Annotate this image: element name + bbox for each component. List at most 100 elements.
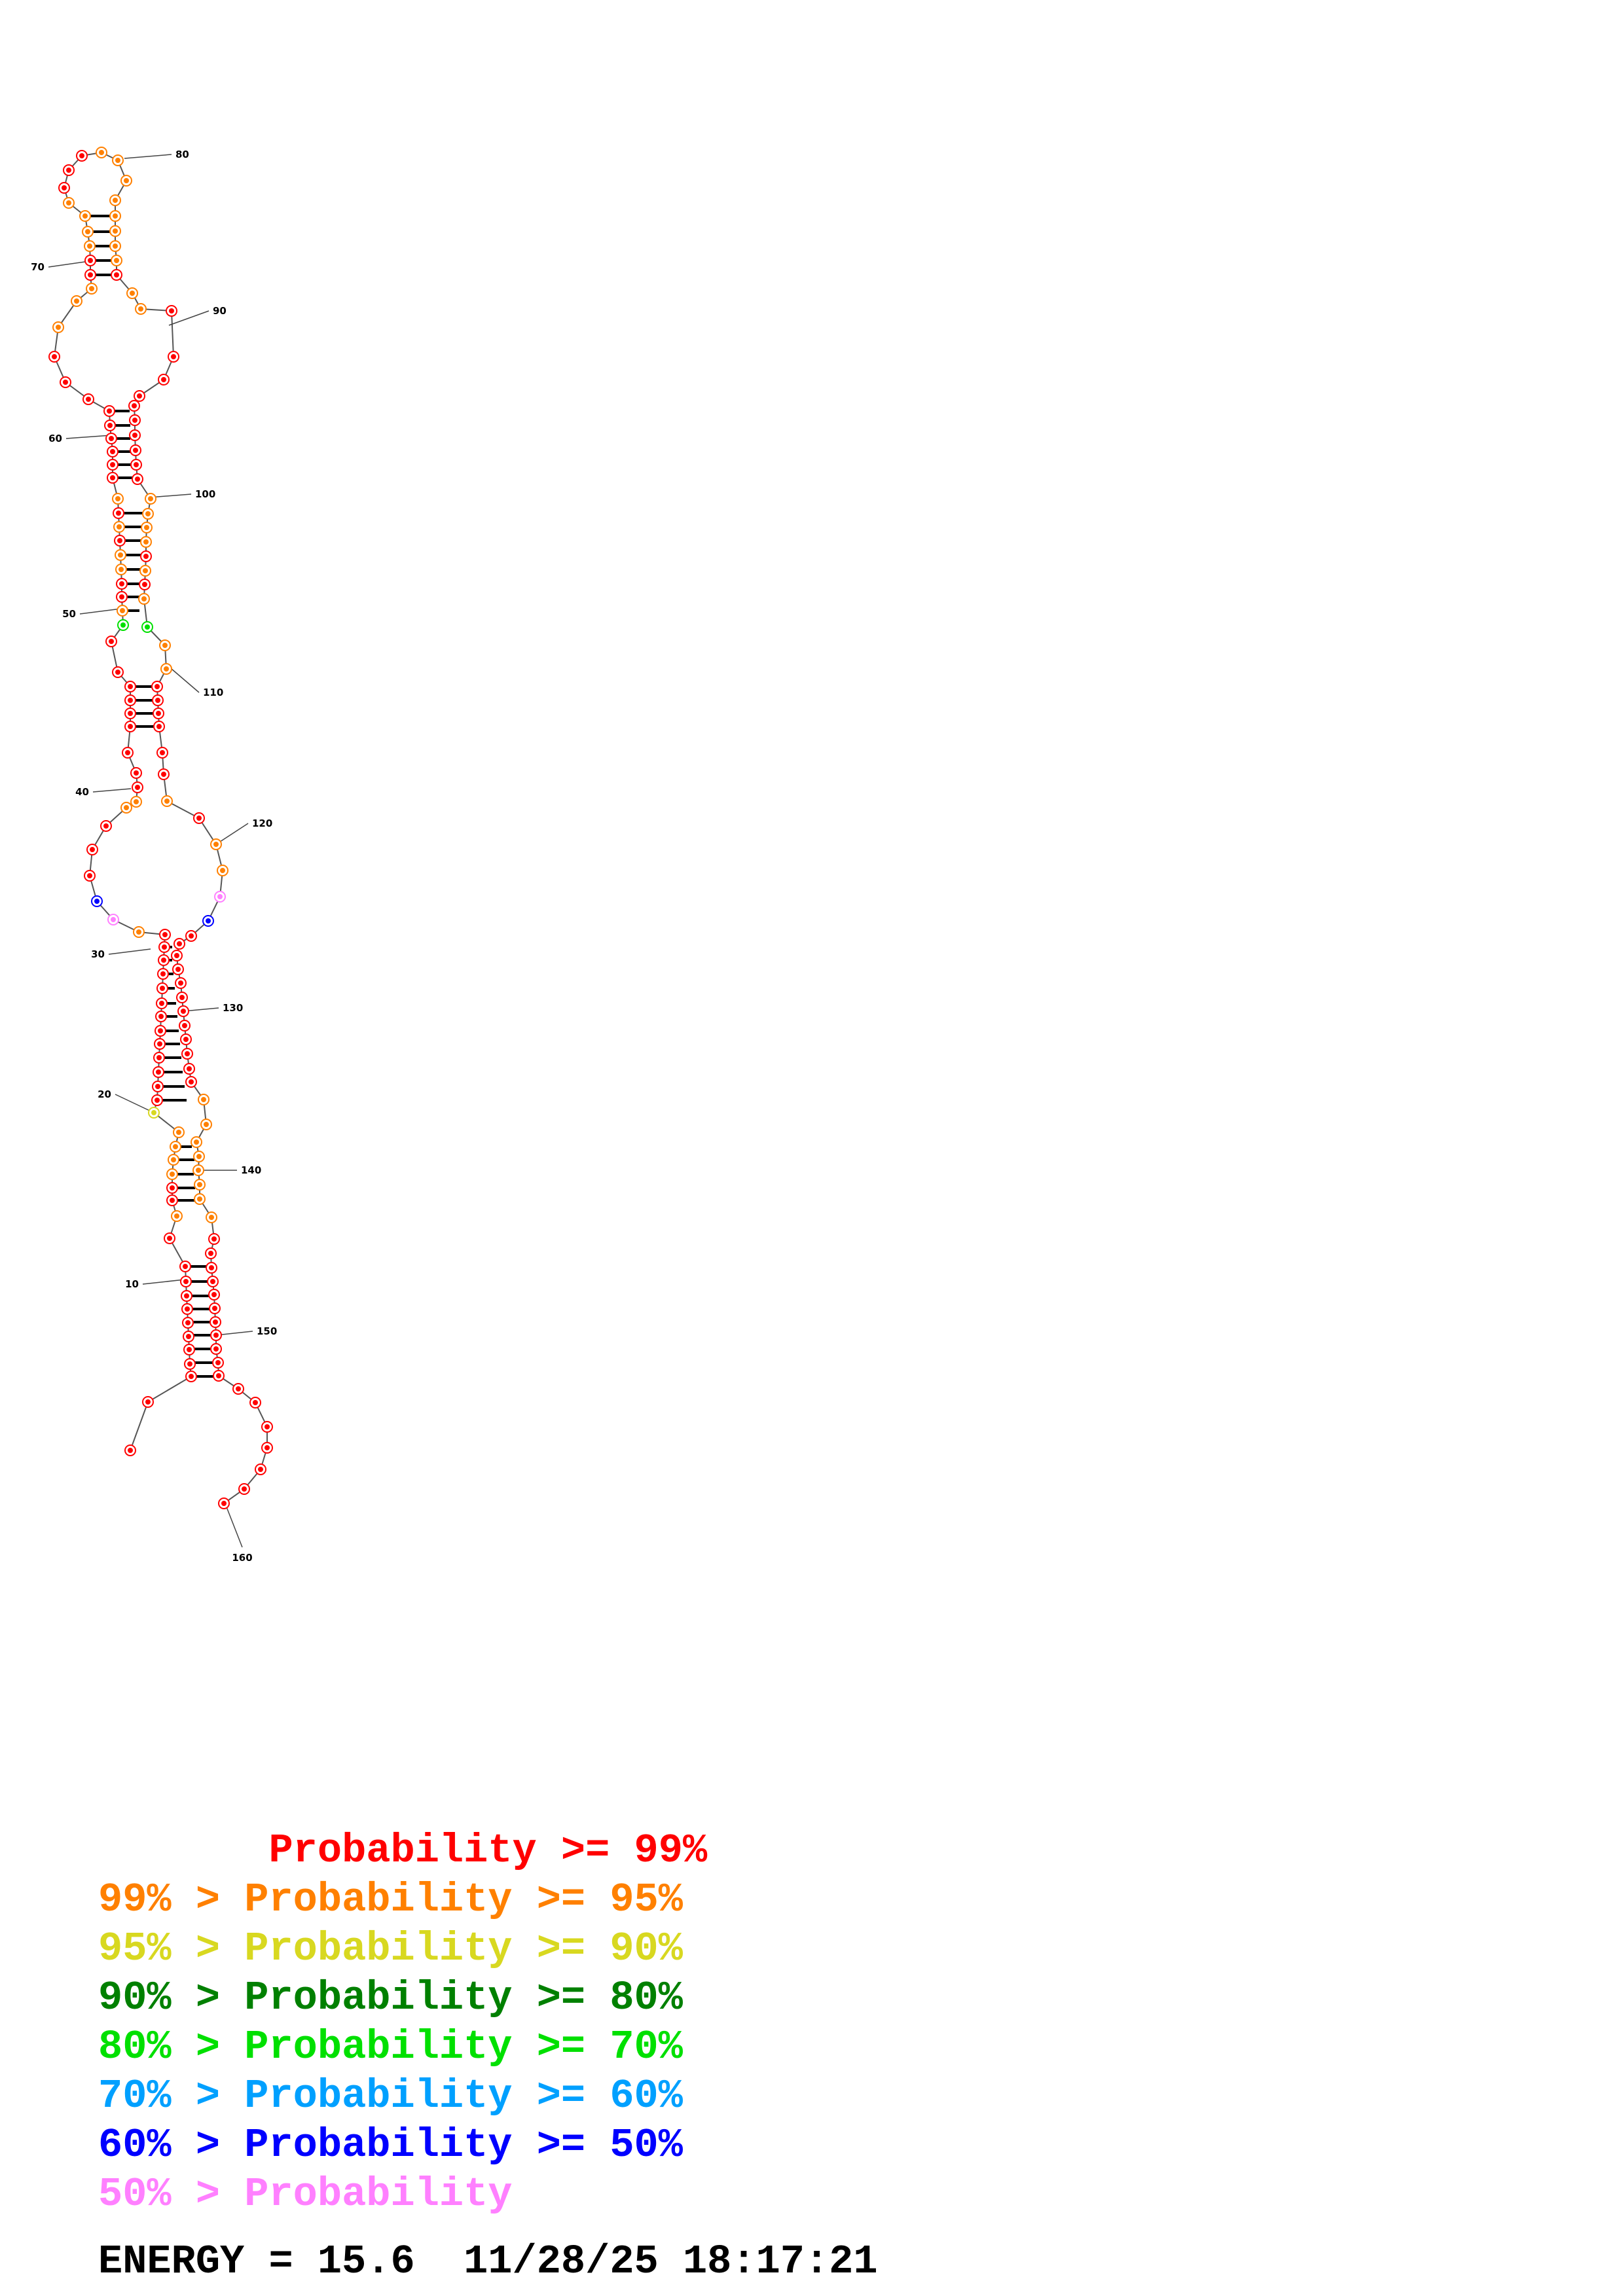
- nucleotide-core: [187, 1347, 192, 1352]
- backbone-link: [147, 1376, 192, 1403]
- nucleotide-core: [177, 941, 182, 946]
- nucleotide-core: [189, 1079, 194, 1085]
- nucleotide-core: [212, 1306, 217, 1311]
- nucleotide-core: [184, 1293, 189, 1299]
- nucleotide-core: [215, 1360, 221, 1365]
- nucleotide-core: [132, 403, 137, 408]
- nucleotide-core: [189, 933, 194, 939]
- nucleotide-core: [242, 1486, 247, 1492]
- position-tick: [225, 1505, 243, 1548]
- position-label: 40: [75, 786, 89, 798]
- nucleotide-core: [155, 1098, 160, 1103]
- nucleotide-core: [236, 1386, 241, 1391]
- nucleotide-core: [187, 1066, 192, 1071]
- legend-line-below-50: 50% > Probability: [98, 2170, 707, 2219]
- position-tick: [108, 948, 151, 955]
- nucleotide-core: [110, 475, 115, 480]
- nucleotide-core: [128, 684, 133, 689]
- position-label: 80: [175, 149, 189, 160]
- nucleotide-core: [196, 816, 202, 821]
- nucleotide-core: [183, 1279, 189, 1284]
- nucleotide-core: [155, 698, 160, 703]
- legend-line-90: 95% > Probability >= 90%: [98, 1924, 707, 1973]
- nucleotide-core: [99, 150, 104, 155]
- legend-prefix: 60% >: [98, 2122, 245, 2168]
- nucleotide-core: [185, 1306, 190, 1312]
- nucleotide-core: [156, 1055, 162, 1060]
- nucleotide-core: [162, 944, 167, 950]
- nucleotide-core: [113, 228, 118, 234]
- nucleotide-core: [162, 643, 168, 648]
- nucleotide-core: [130, 291, 135, 296]
- legend-prefix: 99% >: [98, 1876, 245, 1923]
- legend-line-70: 80% > Probability >= 70%: [98, 2022, 707, 2072]
- position-tick: [124, 154, 172, 159]
- legend-text: Probability >= 50%: [244, 2122, 683, 2168]
- legend-line-95: 99% > Probability >= 95%: [98, 1875, 707, 1924]
- nucleotide-core: [128, 1448, 133, 1453]
- nucleotide-core: [132, 418, 137, 423]
- nucleotide-core: [201, 1097, 206, 1102]
- nucleotide-core: [134, 770, 139, 776]
- nucleotide-core: [103, 823, 109, 829]
- nucleotide-core: [135, 785, 140, 790]
- position-label: 160: [232, 1552, 252, 1564]
- nucleotide-core: [87, 873, 92, 878]
- nucleotide-core: [213, 1333, 219, 1338]
- nucleotide-core: [128, 711, 133, 716]
- position-label: 110: [203, 687, 223, 698]
- nucleotide-core: [52, 354, 57, 359]
- nucleotide-core: [88, 272, 93, 278]
- nucleotide-core: [110, 449, 115, 454]
- nucleotide-core: [109, 639, 114, 644]
- nucleotide-core: [197, 1196, 202, 1202]
- nucleotide-core: [63, 380, 68, 385]
- nucleotide-core: [85, 229, 90, 234]
- position-tick: [92, 788, 132, 793]
- nucleotide-core: [115, 670, 120, 675]
- nucleotide-core: [182, 1023, 187, 1028]
- nucleotide-core: [164, 666, 169, 672]
- backbone-link: [130, 1401, 149, 1451]
- nucleotide-core: [179, 995, 185, 1000]
- nucleotide-core: [158, 1028, 163, 1033]
- nucleotide-core: [183, 1264, 188, 1269]
- position-label: 100: [195, 488, 215, 500]
- nucleotide-core: [183, 1037, 189, 1042]
- nucleotide-core: [258, 1467, 263, 1472]
- position-label: 90: [213, 305, 227, 317]
- nucleotide-core: [160, 986, 165, 991]
- position-tick: [215, 1331, 253, 1336]
- position-tick: [65, 435, 112, 439]
- nucleotide-core: [181, 1009, 186, 1014]
- position-label: 140: [241, 1164, 261, 1176]
- legend-line-50: 60% > Probability >= 50%: [98, 2121, 707, 2170]
- nucleotide-core: [119, 594, 124, 600]
- nucleotide-core: [151, 1110, 156, 1115]
- nucleotide-core: [113, 243, 118, 249]
- position-label: 120: [252, 817, 272, 829]
- nucleotide-core: [170, 1185, 175, 1191]
- nucleotide-core: [137, 393, 142, 399]
- nucleotide-core: [128, 698, 133, 703]
- nucleotide-core: [174, 953, 179, 958]
- nucleotide-core: [117, 524, 122, 529]
- nucleotide-core: [141, 596, 147, 601]
- nucleotide-core: [156, 724, 162, 729]
- nucleotide-core: [155, 1084, 160, 1089]
- nucleotide-core: [173, 1144, 178, 1149]
- legend-text: Probability >= 70%: [244, 2024, 683, 2070]
- nucleotide-core: [124, 805, 129, 810]
- legend-text: Probability: [244, 2171, 513, 2217]
- nucleotide-core: [161, 772, 166, 777]
- legend-line-60: 70% > Probability >= 60%: [98, 2072, 707, 2121]
- nucleotide-core: [158, 1014, 164, 1019]
- nucleotide-core: [162, 932, 168, 937]
- nucleotide-core: [143, 554, 149, 559]
- nucleotide-core: [160, 750, 165, 755]
- nucleotide-core: [175, 967, 181, 972]
- nucleotide-core: [217, 894, 223, 899]
- nucleotide-core: [156, 711, 161, 716]
- nucleotide-core: [176, 1130, 181, 1135]
- nucleotide-core: [185, 1320, 191, 1325]
